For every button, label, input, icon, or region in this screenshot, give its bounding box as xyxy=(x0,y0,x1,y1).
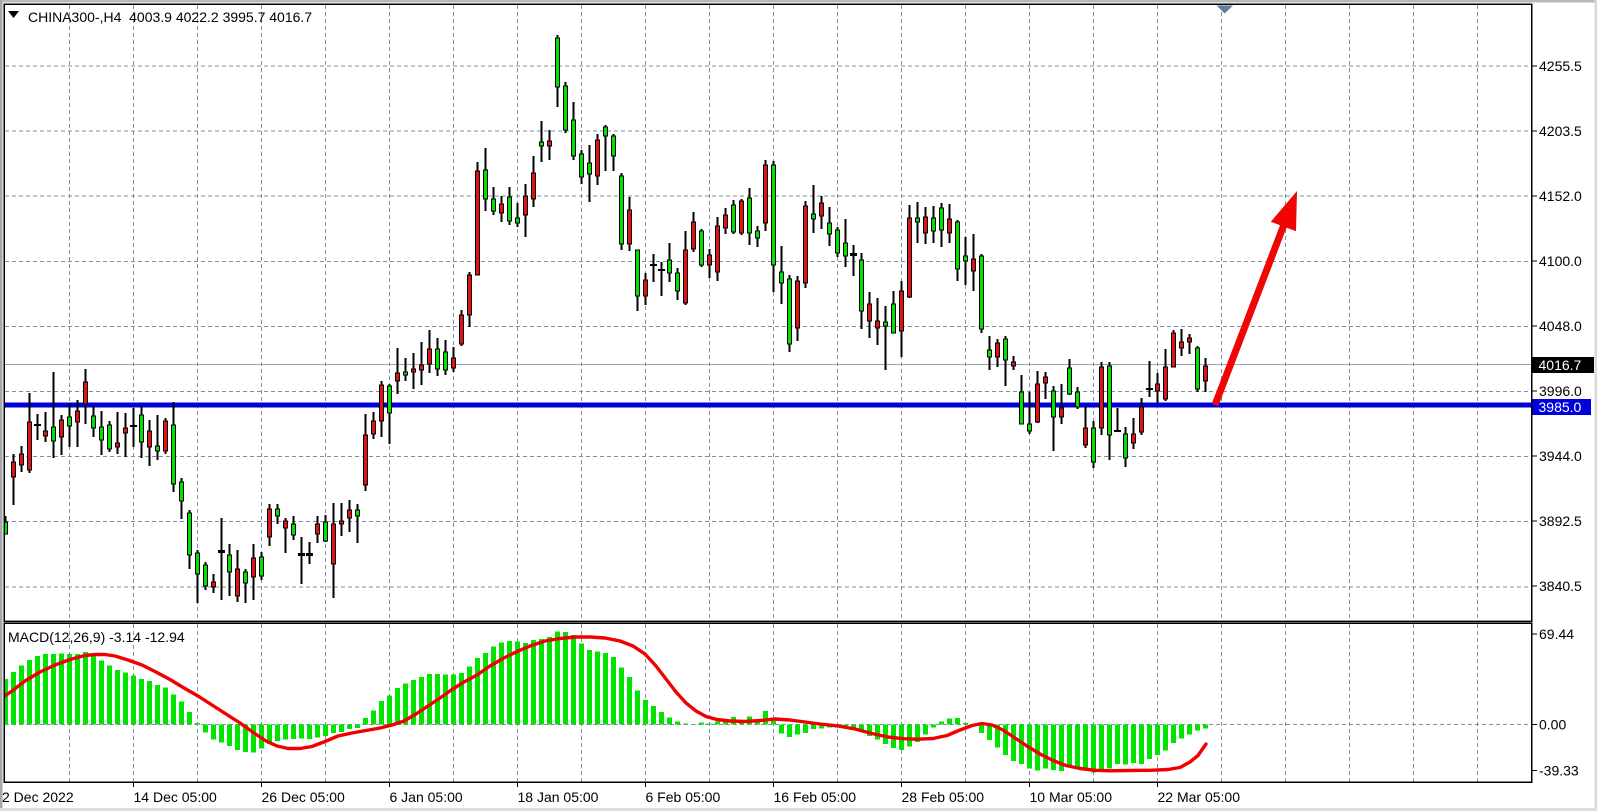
svg-text:3996.0: 3996.0 xyxy=(1539,383,1582,399)
svg-text:4255.5: 4255.5 xyxy=(1539,58,1582,74)
svg-text:14 Dec 05:00: 14 Dec 05:00 xyxy=(134,789,217,805)
svg-text:4152.0: 4152.0 xyxy=(1539,188,1582,204)
svg-text:3892.5: 3892.5 xyxy=(1539,513,1582,529)
svg-text:3944.0: 3944.0 xyxy=(1539,448,1582,464)
svg-text:4203.5: 4203.5 xyxy=(1539,123,1582,139)
svg-text:22 Mar 05:00: 22 Mar 05:00 xyxy=(1158,789,1241,805)
svg-text:3840.5: 3840.5 xyxy=(1539,578,1582,594)
svg-text:16 Feb 05:00: 16 Feb 05:00 xyxy=(774,789,857,805)
svg-text:MACD(12,26,9) -3.14 -12.94: MACD(12,26,9) -3.14 -12.94 xyxy=(8,629,185,645)
svg-text:0.00: 0.00 xyxy=(1539,717,1566,733)
svg-text:2 Dec 2022: 2 Dec 2022 xyxy=(2,789,74,805)
svg-text:4048.0: 4048.0 xyxy=(1539,318,1582,334)
svg-text:6 Jan 05:00: 6 Jan 05:00 xyxy=(390,789,463,805)
svg-text:CHINA300-,H4 4003.9 4022.2 39: CHINA300-,H4 4003.9 4022.2 3995.7 4016.7 xyxy=(28,9,312,25)
svg-text:4016.7: 4016.7 xyxy=(1539,357,1582,373)
svg-text:6 Feb 05:00: 6 Feb 05:00 xyxy=(646,789,721,805)
svg-text:28 Feb 05:00: 28 Feb 05:00 xyxy=(902,789,985,805)
svg-text:3985.0: 3985.0 xyxy=(1539,399,1582,415)
svg-text:18 Jan 05:00: 18 Jan 05:00 xyxy=(518,789,599,805)
svg-text:10 Mar 05:00: 10 Mar 05:00 xyxy=(1030,789,1113,805)
svg-text:26 Dec 05:00: 26 Dec 05:00 xyxy=(262,789,345,805)
svg-text:4100.0: 4100.0 xyxy=(1539,253,1582,269)
svg-text:69.44: 69.44 xyxy=(1539,626,1574,642)
svg-text:-39.33: -39.33 xyxy=(1539,763,1579,779)
